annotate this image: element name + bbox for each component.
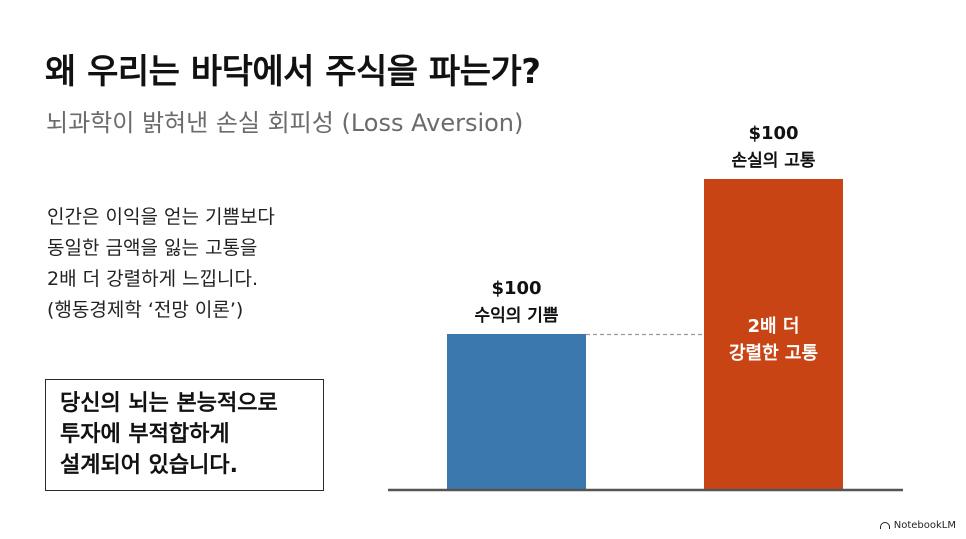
- slide-subtitle: 뇌과학이 밝혀낸 손실 회피성 (Loss Aversion): [46, 109, 524, 137]
- bar-category-label: 손실의 고통: [731, 151, 815, 171]
- callout-box: 당신의 뇌는 본능적으로 투자에 부적합하게 설계되어 있습니다.: [45, 379, 324, 491]
- bar-category-label: 수익의 기쁨: [474, 306, 558, 326]
- callout-line: 설계되어 있습니다.: [60, 453, 238, 478]
- slide-title: 왜 우리는 바닥에서 주식을 파는가?: [45, 52, 541, 92]
- notebooklm-logo-icon: [879, 522, 890, 529]
- body-text: 인간은 이익을 얻는 기쁨보다 동일한 금액을 잃는 고통을 2배 더 강렬하게…: [47, 202, 275, 326]
- callout-line: 당신의 뇌는 본능적으로: [60, 391, 278, 416]
- callout-line: 투자에 부적합하게: [60, 422, 230, 447]
- brand-mark: NotebookLM: [879, 520, 956, 531]
- bar-1: [447, 334, 586, 489]
- brand-text: NotebookLM: [893, 520, 956, 531]
- body-line: (행동경제학 ‘전망 이론’): [47, 299, 244, 321]
- body-line: 동일한 금액을 잃는 고통을: [47, 237, 258, 259]
- bar-value-label: $100: [491, 278, 541, 299]
- bar-inner-label: 강렬한 고통: [729, 342, 818, 364]
- bar-value-label: $100: [748, 123, 798, 144]
- body-line: 2배 더 강렬하게 느낍니다.: [47, 268, 259, 290]
- body-line: 인간은 이익을 얻는 기쁨보다: [47, 206, 275, 228]
- bar-inner-label: 2배 더: [748, 316, 800, 337]
- bar-2: [704, 179, 843, 489]
